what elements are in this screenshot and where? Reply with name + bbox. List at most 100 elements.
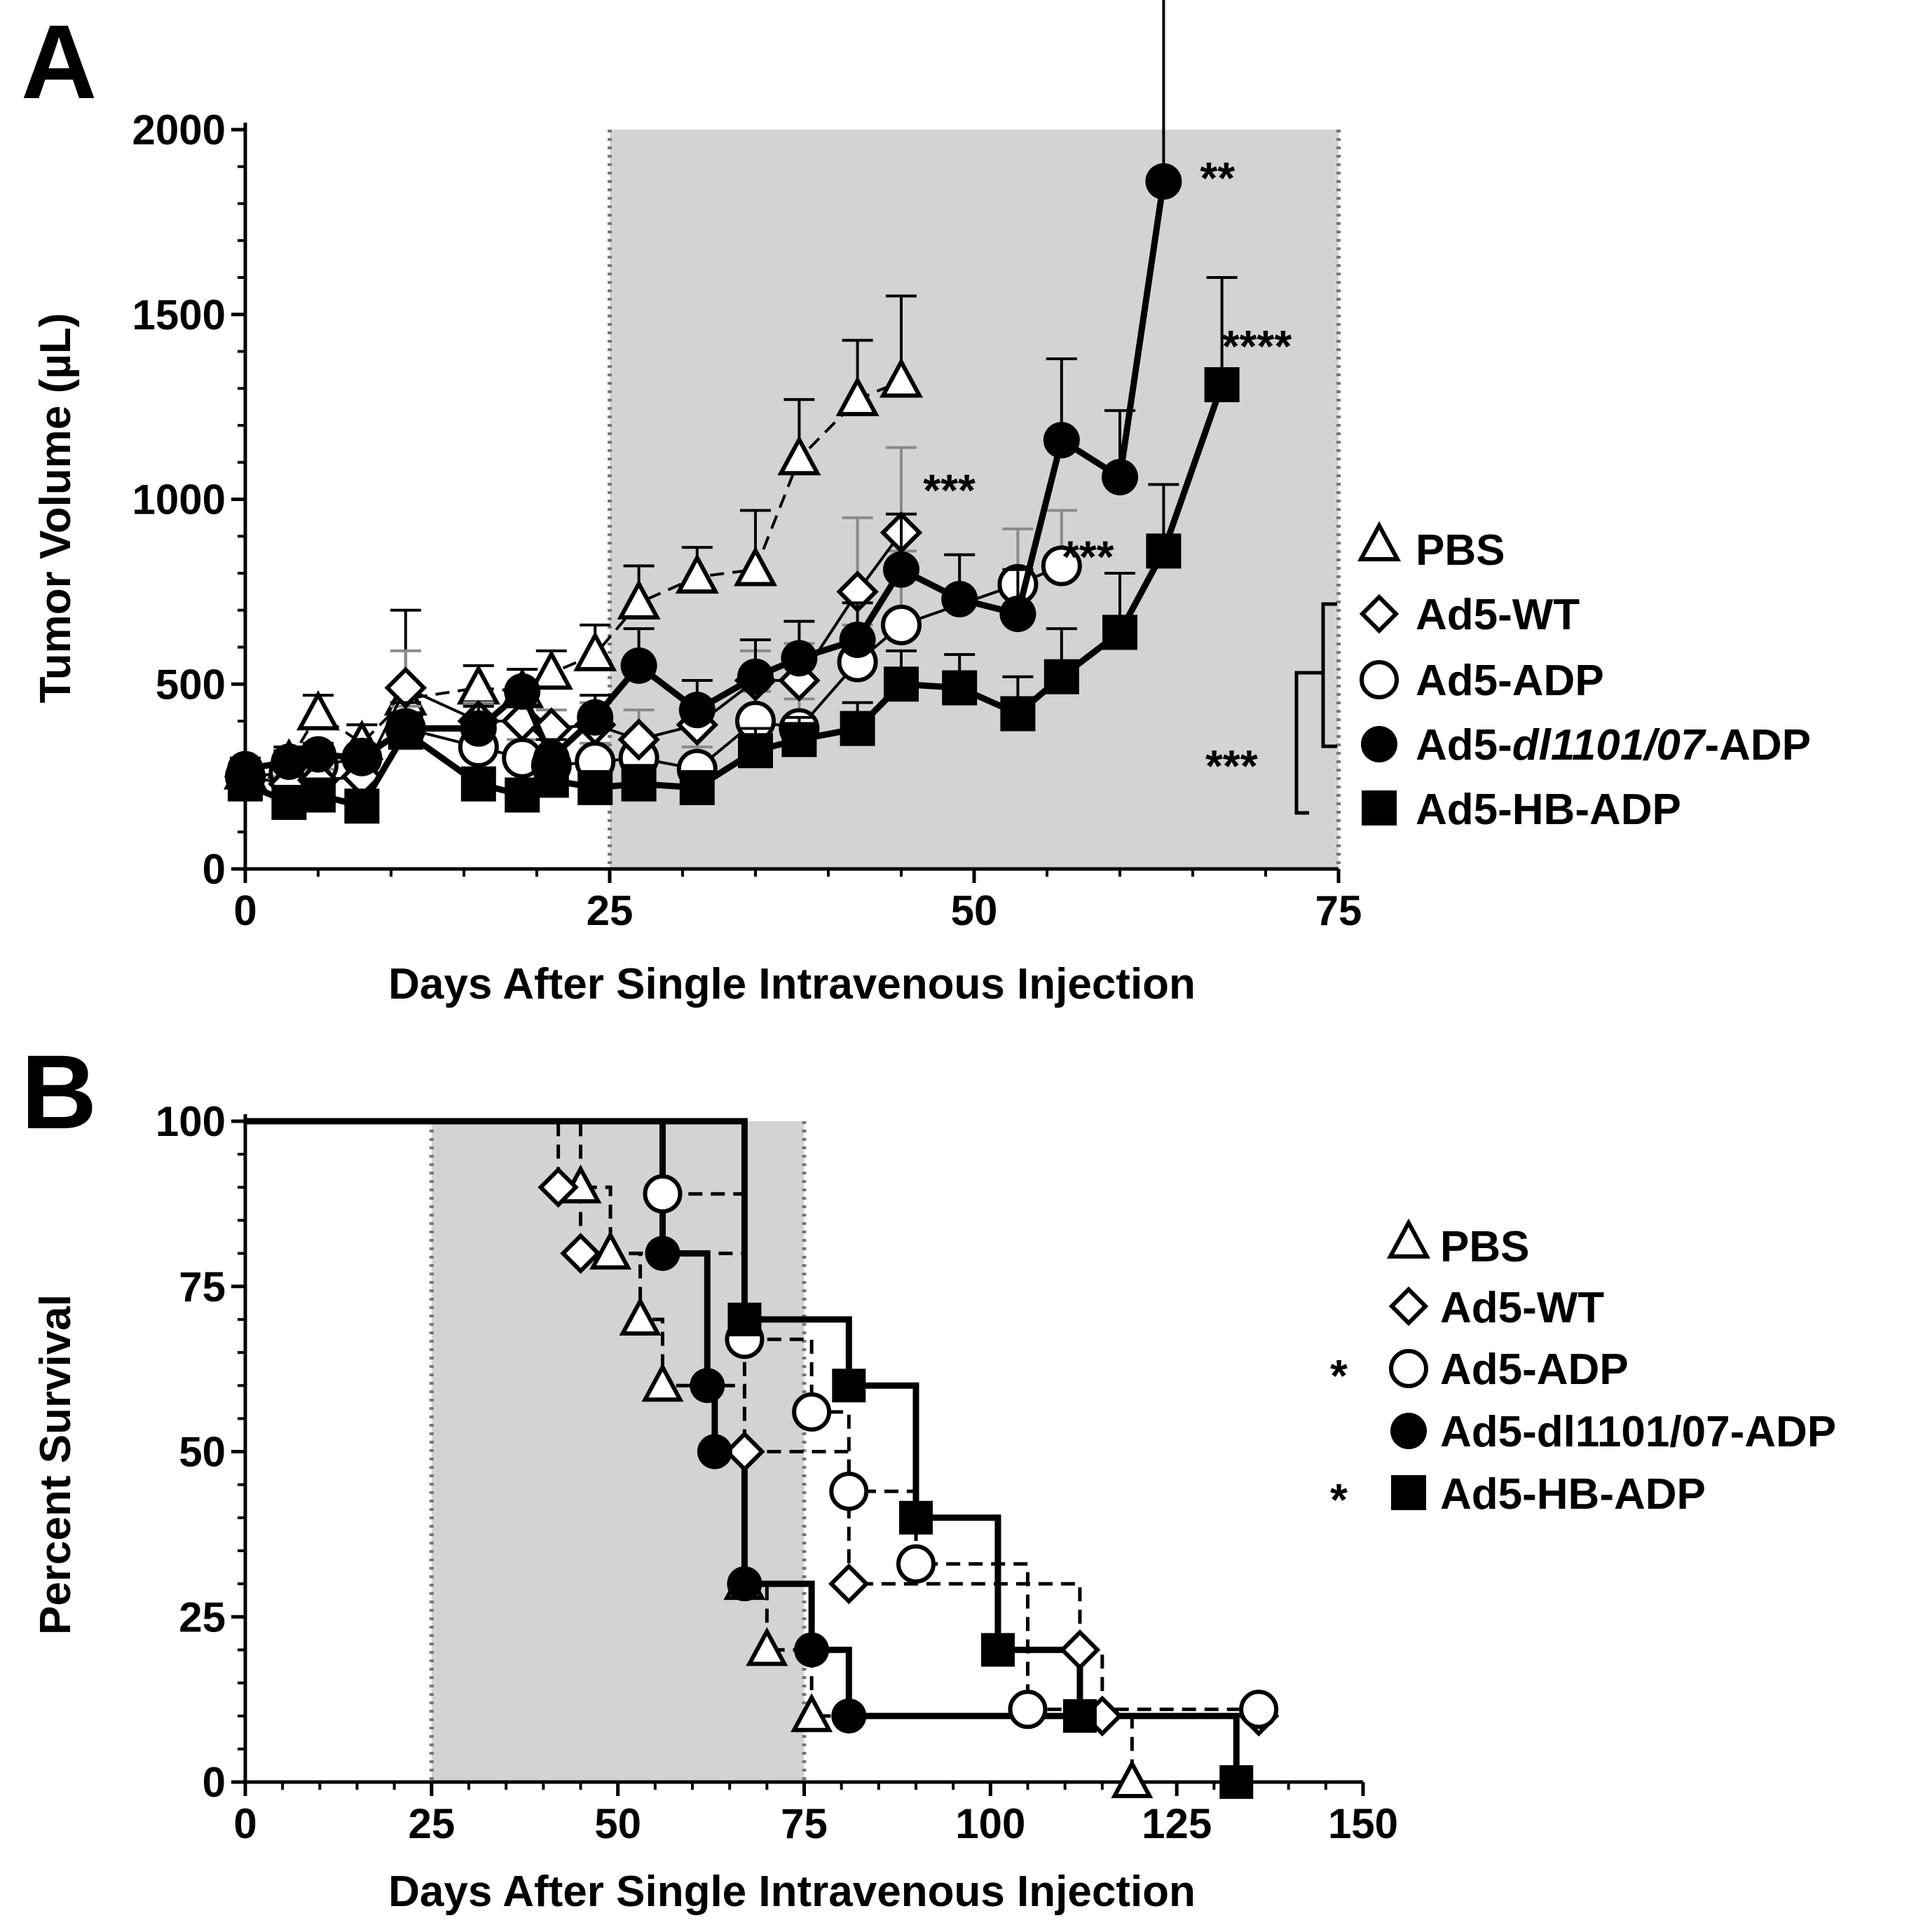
legend-a-pbs-label: PBS [1416, 526, 1505, 575]
panel-a-pbs-point [733, 546, 778, 587]
panel-a-ad5-dl1101-07-adp-point [227, 751, 264, 788]
legend-b-dl1101-marker [1390, 1413, 1427, 1449]
panel-a-ytick-label-1500: 1500 [132, 292, 226, 338]
panel-b-ad5-hb-adp-point [727, 1302, 762, 1336]
panel-a-ad5-hb-adp-point [301, 777, 336, 813]
panel-a-pbs-point [835, 376, 880, 416]
panel-b-pbs-point [1111, 1759, 1154, 1798]
panel-b-ad5-adp-point [896, 1544, 936, 1584]
panel-a-ad5-hb-adp-point [621, 766, 657, 802]
panel-a-ad5-dl1101-07-adp-point [460, 710, 497, 747]
panel-b-ad5-adp-point [829, 1472, 869, 1512]
panel-a-xtick-label-50: 50 [951, 887, 998, 934]
panel-b-ad5-dl1101-07-adp-point [831, 1698, 867, 1734]
panel-b-ad5-dl1101-07-adp-point [727, 1566, 762, 1602]
legend-a-bracket-outer [1321, 602, 1337, 748]
panel-a-label: A [21, 3, 97, 121]
panel-a-pbs-point [617, 579, 661, 619]
panel-b-pbs-point [746, 1626, 788, 1666]
panel-b-ad5-adp-point [1239, 1690, 1279, 1729]
panel-a-ytick-label-0: 0 [203, 846, 226, 893]
panel-a-ad5-dl1101-07-adp-point [999, 596, 1036, 633]
panel-a-ytick-label-2000: 2000 [132, 107, 226, 153]
panel-a-ad5-wt-point [617, 718, 660, 761]
panel-b-ad5-adp-point [643, 1174, 683, 1214]
panel-b-ytick-label-75: 75 [179, 1263, 226, 1310]
panel-a-ad5-dl1101-07-adp-point [300, 736, 336, 773]
panel-b-pbs-point [589, 1231, 632, 1270]
panel-b-label: B [21, 1033, 97, 1151]
panel-a-pbs-point [675, 553, 719, 594]
panel-b-ad5-wt-point [1059, 1629, 1101, 1671]
legend-b-ad5adp-label: Ad5-ADP [1440, 1345, 1629, 1394]
legend-a-pbs-marker [1357, 521, 1402, 561]
legend-b-ad5wt-marker [1388, 1286, 1429, 1327]
panel-a-ad5-adp-point [1041, 545, 1082, 587]
panel-b-ad5-adp-point [792, 1392, 832, 1432]
panel-a-ad5-hb-adp-point [1043, 659, 1079, 694]
panel-b-ad5-wt-point [560, 1233, 601, 1274]
panel-a-ad5-adp-point [881, 604, 922, 645]
panel-b-ytick-label-50: 50 [179, 1429, 226, 1476]
panel-a-ytick-label-500: 500 [156, 661, 226, 708]
legend-a-ad5adp-label: Ad5-ADP [1416, 657, 1604, 705]
panel-b-ad5-wt-point [538, 1167, 579, 1208]
panel-a-ad5-dl1101-07-adp-point [1043, 422, 1080, 459]
panel-b-ad5-wt-point [828, 1563, 870, 1605]
panel-b-ad5-hb-adp-point [1219, 1765, 1254, 1799]
panel-b-chart: 0 25 50 75 100 0 25 50 75 100 125 150 [156, 1098, 1398, 1847]
panel-a-ad5-dl1101-07-adp-point [1145, 163, 1182, 200]
panel-a-significance-2: *** [923, 465, 976, 516]
panel-b-xtick-label-0: 0 [233, 1800, 256, 1847]
panel-b-ad5-dl1101-07-adp-point [645, 1235, 680, 1271]
panel-b-ad5-wt-point [724, 1431, 765, 1472]
panel-a-ad5-dl1101-07-adp-point [577, 699, 614, 736]
panel-a-pbs-point [777, 434, 821, 476]
legend-b-hbadp-marker [1391, 1475, 1426, 1510]
legend-a-hbadp-marker [1362, 790, 1397, 825]
panel-a-ad5-dl1101-07-adp-point [1102, 458, 1138, 495]
panel-b-pbs-point [791, 1693, 833, 1732]
panel-b-ytick-label-100: 100 [156, 1098, 226, 1145]
panel-a-ylabel: Tumor Volume (µL) [32, 313, 80, 704]
panel-b-ad5-dl1101-07-adp-point [690, 1368, 725, 1404]
panel-a-significance-1: **** [1222, 321, 1292, 371]
legend-b-dl1101-label: Ad5-dl1101/07-ADP [1440, 1408, 1836, 1456]
panel-a-ad5-dl1101-07-adp-point [504, 673, 541, 710]
panel-a-ad5-hb-adp-point [1102, 615, 1137, 650]
panel-a-ad5-hb-adp-point [1000, 696, 1036, 732]
panel-b-pbs-point [619, 1296, 662, 1336]
panel-a-ad5-hb-adp-point [577, 769, 613, 805]
panel-a-legend: PBS Ad5-WT Ad5-ADP Ad5-dl1101/07-ADP Ad5… [1205, 521, 1811, 834]
panel-a-ytick-label-1000: 1000 [132, 477, 226, 523]
panel-a-ad5-dl1101-07-adp-point [678, 692, 716, 729]
panel-a-ad5-dl1101-07-adp-point [839, 621, 876, 658]
panel-a-ad5-dl1101-07-adp-point [737, 658, 774, 695]
panel-a-ad5-dl1101-07-adp-point [620, 647, 657, 684]
panel-b-xtick-label-75: 75 [781, 1800, 828, 1847]
panel-a-xtick-label-25: 25 [587, 887, 634, 934]
panel-a-xtick-label-0: 0 [233, 887, 256, 934]
panel-a-ad5-hb-adp-point [840, 711, 875, 746]
panel-a-ad5-hb-adp-point [1204, 366, 1240, 402]
panel-a-pbs-point [296, 690, 341, 731]
panel-b-xtick-label-25: 25 [408, 1800, 455, 1847]
panel-b-pbs-point [641, 1362, 684, 1402]
panel-a-ad5-hb-adp-point [781, 722, 817, 758]
panel-b-ad5-hb-adp-point [980, 1633, 1015, 1667]
panel-a-ad5-hb-adp-point [738, 733, 773, 769]
panel-a-ad5-dl1101-07-adp-point [781, 640, 818, 677]
panel-a-xlabel: Days After Single Intravenous Injection [388, 960, 1196, 1008]
panel-a-shaded-region [610, 130, 1339, 869]
panel-a-ad5-dl1101-07-adp-point [941, 580, 978, 617]
panel-a-pbs-point [456, 664, 500, 705]
panel-a-ad5-hb-adp-point [460, 766, 496, 802]
legend-a-hbadp-label: Ad5-HB-ADP [1416, 786, 1681, 834]
panel-b-ad5-adp-point [1008, 1690, 1048, 1729]
panel-b-ad5-hb-adp-point [899, 1500, 933, 1535]
panel-a-ad5-dl1101-07-adp-point [533, 739, 570, 776]
legend-b-ad5wt-label: Ad5-WT [1440, 1284, 1604, 1332]
panel-a-ad5-dl1101-07-adp-series [227, 0, 1182, 788]
legend-a-bracket-inner [1294, 671, 1309, 815]
